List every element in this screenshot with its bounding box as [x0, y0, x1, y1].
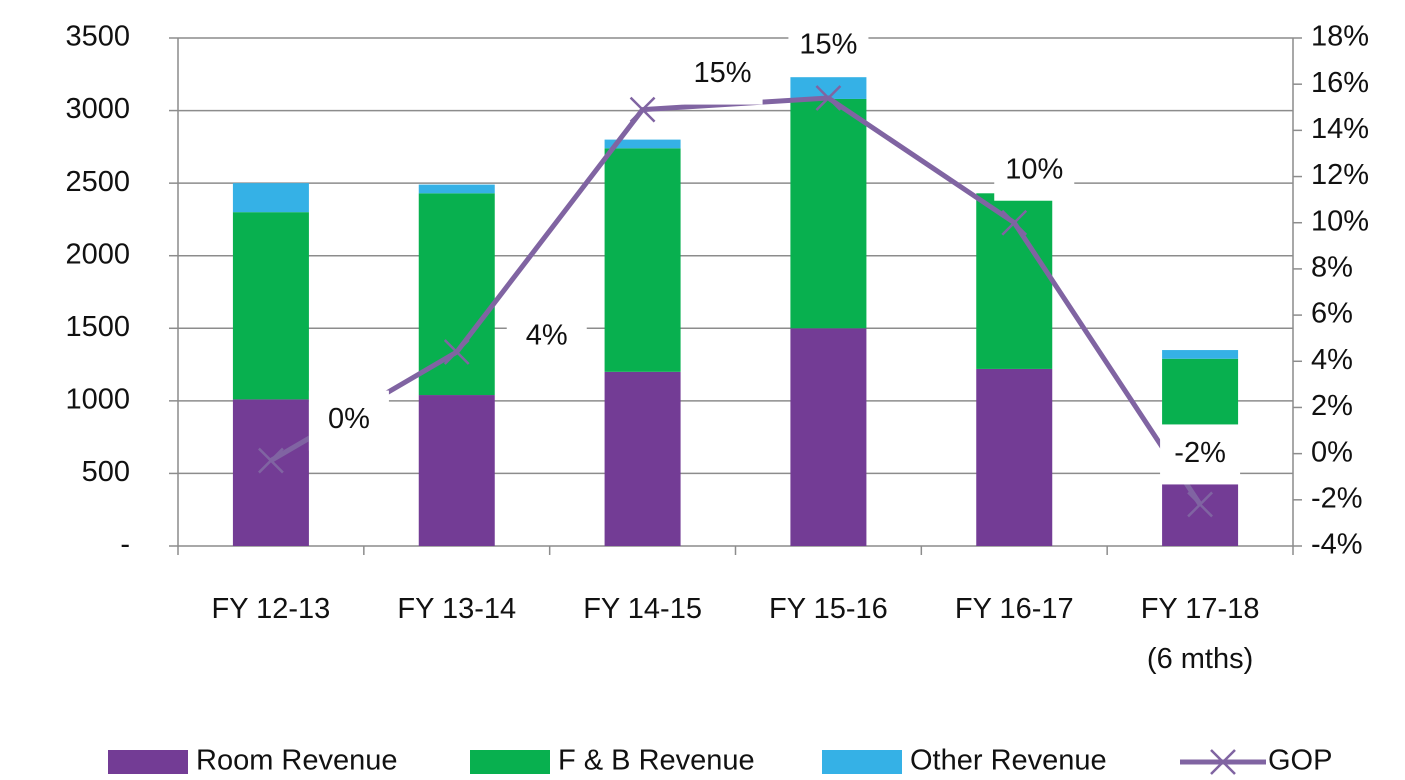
x-tick-label: FY 14-15 [583, 593, 702, 625]
y-tick-label: 1000 [65, 384, 130, 416]
y2-tick-label: -4% [1311, 529, 1363, 561]
legend-swatch [470, 750, 550, 774]
marker [815, 85, 842, 111]
data-label: 4% [526, 320, 568, 352]
x-tick-label: FY 13-14 [397, 593, 516, 625]
legend-label: Room Revenue [196, 745, 398, 777]
y2-tick-label: 12% [1311, 159, 1369, 191]
bar [790, 98, 867, 329]
y-tick-label: 2000 [65, 238, 130, 270]
legend-label: Other Revenue [910, 745, 1107, 777]
y2-tick-label: 0% [1311, 436, 1353, 468]
bar [976, 368, 1053, 546]
bar [232, 183, 309, 213]
label-box [308, 390, 389, 451]
y-tick-label: 3000 [65, 93, 130, 125]
x-tick-label: FY 15-16 [769, 593, 888, 625]
bar [790, 77, 867, 99]
bar [976, 193, 1053, 369]
x-tick-label: FY 16-17 [955, 593, 1074, 625]
marker [1001, 209, 1028, 236]
legend-label: GOP [1268, 745, 1332, 777]
bar [418, 193, 495, 396]
x-tick-label: FY 17-18 (6 mths) [1141, 593, 1260, 675]
label-box [994, 140, 1075, 201]
label-box [682, 44, 763, 105]
y2-tick-label: 6% [1311, 298, 1353, 330]
y2-tick-label: 8% [1311, 252, 1353, 284]
bar [604, 148, 681, 372]
y-tick-label: 3500 [65, 21, 130, 53]
bar [604, 139, 681, 149]
label-box [506, 307, 587, 368]
marker [443, 339, 470, 365]
x-tick-label: FY 12-13 [212, 593, 331, 625]
y2-tick-label: 10% [1311, 205, 1369, 237]
data-label: 0% [328, 403, 370, 435]
bar [232, 399, 309, 546]
y-tick-label: 500 [82, 456, 130, 488]
y2-tick-label: 14% [1311, 113, 1369, 145]
y2-tick-label: 4% [1311, 344, 1353, 376]
label-box [788, 16, 869, 77]
y-tick-label: 2500 [65, 166, 130, 198]
legend-swatch [822, 750, 902, 774]
label-box [1160, 424, 1241, 485]
bar [604, 371, 681, 546]
legend-swatch [108, 750, 188, 774]
y-tick-label: - [120, 529, 130, 561]
y-tick-label: 1500 [65, 311, 130, 343]
data-label: 15% [694, 57, 752, 89]
bar [418, 395, 495, 546]
y2-tick-label: -2% [1311, 482, 1363, 514]
legend-label: F & B Revenue [558, 745, 755, 777]
data-label: 10% [1005, 153, 1063, 185]
y2-tick-label: 2% [1311, 390, 1353, 422]
data-label: 15% [799, 29, 857, 61]
bar [232, 212, 309, 400]
marker [258, 447, 284, 474]
y2-tick-label: 18% [1311, 21, 1369, 53]
bar [418, 184, 495, 194]
legend-marker [1210, 749, 1236, 775]
bar [790, 328, 867, 546]
marker [629, 96, 656, 123]
bar [1162, 350, 1239, 359]
y2-tick-label: 16% [1311, 67, 1369, 99]
marker [1187, 491, 1213, 518]
data-label: -2% [1174, 437, 1226, 469]
